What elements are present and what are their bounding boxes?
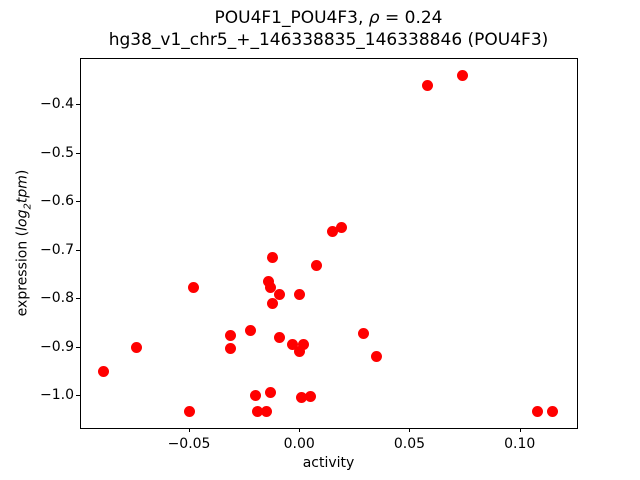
- x-tick-label: 0.05: [393, 436, 426, 452]
- x-tick-label: −0.05: [167, 436, 211, 452]
- scatter-point: [262, 276, 274, 288]
- scatter-point: [293, 346, 305, 358]
- scatter-point: [97, 365, 109, 377]
- plot-area: −0.05 0.00 0.05 0.10 −0.4 −0.5 −0.6 −0.7 −0.8 −0.…: [40, 58, 578, 452]
- scatter-point: [357, 327, 369, 339]
- scatter-layer: −0.05 0.00 0.05 0.10 −0.4 −0.5 −0.6 −0.7 −0.8 −0.…: [40, 59, 577, 452]
- x-tick-label: 0.10: [504, 436, 536, 452]
- scatter-point: [287, 339, 299, 351]
- y-tick-mark: [76, 249, 80, 251]
- scatter-point: [245, 325, 257, 337]
- scatter-point: [335, 221, 347, 233]
- scatter-point: [295, 391, 307, 403]
- scatter-point: [421, 80, 433, 92]
- x-tick-mark: [519, 428, 521, 432]
- scatter-point: [370, 350, 382, 362]
- y-tick-label: −0.6: [40, 193, 74, 210]
- x-tick-mark: [299, 428, 301, 432]
- scatter-point: [267, 298, 279, 310]
- scatter-point: [260, 406, 272, 418]
- scatter-point: [326, 226, 338, 238]
- y-tick-label: −1.0: [40, 387, 74, 404]
- chart-title: POU4F1_POU4F3, ρ = 0.24 hg38_v1_chr5_+_1…: [80, 7, 577, 51]
- y-tick-mark: [76, 152, 80, 154]
- y-tick-label: −0.8: [40, 290, 74, 307]
- scatter-point: [265, 386, 277, 398]
- scatter-point: [225, 329, 237, 341]
- x-axis-label: activity: [302, 455, 355, 471]
- chart-title-line1: POU4F1_POU4F3, ρ = 0.24: [214, 8, 443, 28]
- y-tick-mark: [76, 395, 80, 397]
- y-axis-label: expression (log2tpm): [14, 169, 34, 317]
- y-tick-mark: [76, 104, 80, 106]
- scatter-point: [456, 69, 468, 81]
- scatter-point: [249, 389, 261, 401]
- y-tick-mark: [76, 298, 80, 300]
- chart-title-line2: hg38_v1_chr5_+_146338835_146338846 (POU4…: [108, 30, 549, 50]
- scatter-point: [251, 406, 263, 418]
- scatter-point: [273, 289, 285, 301]
- scatter-point: [265, 282, 277, 294]
- scatter-point: [547, 405, 559, 417]
- rho-symbol: ρ: [368, 8, 380, 28]
- scatter-point: [183, 405, 195, 417]
- scatter-point: [298, 338, 310, 350]
- scatter-point: [273, 331, 285, 343]
- y-tick-label: −0.7: [40, 241, 74, 258]
- x-tick-mark: [409, 428, 411, 432]
- scatter-point: [304, 390, 316, 402]
- x-tick-mark: [189, 428, 191, 432]
- y-tick-label: −0.4: [40, 96, 74, 113]
- scatter-point: [293, 288, 305, 300]
- x-tick-label: 0.00: [283, 436, 315, 452]
- y-tick-mark: [76, 346, 80, 348]
- scatter-point: [267, 251, 279, 263]
- scatter-point: [130, 342, 142, 354]
- scatter-point: [187, 282, 199, 294]
- scatter-point: [225, 342, 237, 354]
- scatter-point: [311, 260, 323, 272]
- y-tick-mark: [76, 201, 80, 203]
- y-tick-label: −0.5: [40, 144, 74, 161]
- scatter-point: [531, 405, 543, 417]
- y-tick-label: −0.9: [40, 338, 74, 355]
